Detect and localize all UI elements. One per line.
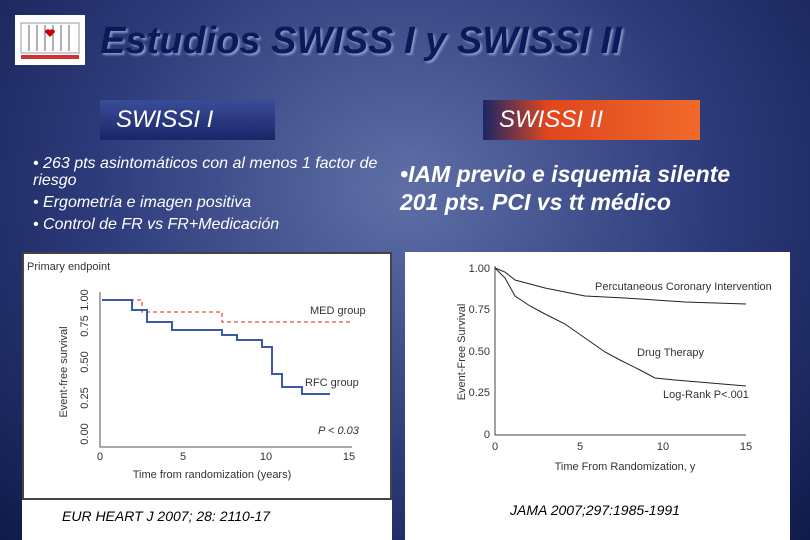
annotation: Percutaneous Coronary Intervention — [595, 281, 772, 293]
y-tick: 0.25 — [79, 387, 91, 408]
y-label: Event-free survival — [58, 326, 70, 417]
y-tick: 0.75 — [79, 315, 91, 336]
logo-art — [20, 22, 80, 59]
x-tick: 10 — [260, 451, 272, 463]
y-tick: 0.25 — [469, 387, 490, 399]
axes — [99, 292, 352, 448]
figure-panel: Event-Free Survival 1.00 0.75 0.50 0.25 … — [405, 252, 790, 540]
curve — [102, 299, 352, 323]
caption: Primary endpoint — [27, 261, 110, 273]
bullet-text: Control de FR vs FR+Medicación — [43, 216, 280, 233]
x-label: Time from randomization (years) — [133, 469, 292, 481]
y-tick: 0 — [484, 429, 490, 441]
citation: EUR HEART J 2007; 28: 2110-17 — [62, 508, 271, 524]
annotation: P < 0.03 — [318, 425, 360, 437]
bullet: • Ergometría e imagen positiva — [33, 194, 252, 211]
y-tick: 1.00 — [79, 289, 91, 310]
bullet-text: IAM previo e isquemia silente 201 pts. P… — [400, 161, 731, 215]
curve — [494, 267, 747, 387]
y-tick: 0.00 — [79, 423, 91, 444]
bullet-text: 263 pts asintomáticos con al menos 1 fac… — [33, 155, 378, 189]
y-label: Event-Free Survival — [456, 304, 468, 401]
section-label: SWISSI I — [100, 100, 275, 140]
figure-panel: Primary endpoint Event-free survival 0.0… — [22, 252, 392, 540]
annotation: RFC group — [305, 377, 359, 389]
bullet: • 263 pts asintomáticos con al menos 1 f… — [33, 155, 378, 189]
figure-frame — [22, 252, 392, 500]
bullet: • Control de FR vs FR+Medicación — [33, 216, 280, 233]
x-tick: 15 — [740, 441, 752, 453]
x-tick: 0 — [97, 451, 103, 463]
x-tick: 5 — [577, 441, 583, 453]
annotation: MED group — [310, 305, 366, 317]
section-label: SWISSI II — [483, 100, 700, 140]
x-tick: 0 — [492, 441, 498, 453]
x-label: Time From Randomization, y — [555, 461, 696, 473]
bullet-list: •IAM previo e isquemia silente 201 pts. … — [400, 160, 760, 216]
annotation: Log-Rank P<.001 — [663, 389, 749, 401]
logo — [15, 15, 85, 65]
figure: Event-Free Survival 1.00 0.75 0.50 0.25 … — [456, 263, 772, 473]
title: Estudios SWISS I y SWISSI II — [100, 20, 622, 62]
bullet: •IAM previo e isquemia silente 201 pts. … — [400, 161, 731, 215]
figure: Primary endpoint Event-free survival 0.0… — [22, 252, 392, 500]
citation: JAMA 2007;297:1985-1991 — [510, 502, 680, 518]
y-tick: 0.50 — [469, 346, 490, 358]
y-tick: 1.00 — [469, 263, 490, 275]
axes — [494, 266, 746, 436]
curve — [102, 299, 330, 395]
bullet-list: • 263 pts asintomáticos con al menos 1 f… — [33, 155, 383, 238]
y-tick: 0.75 — [469, 304, 490, 316]
y-tick: 0.50 — [79, 351, 91, 372]
x-tick: 15 — [343, 451, 355, 463]
annotation: Drug Therapy — [637, 347, 705, 359]
x-tick: 5 — [180, 451, 186, 463]
bullet-text: Ergometría e imagen positiva — [43, 194, 252, 211]
curve — [494, 267, 747, 305]
x-tick: 10 — [657, 441, 669, 453]
